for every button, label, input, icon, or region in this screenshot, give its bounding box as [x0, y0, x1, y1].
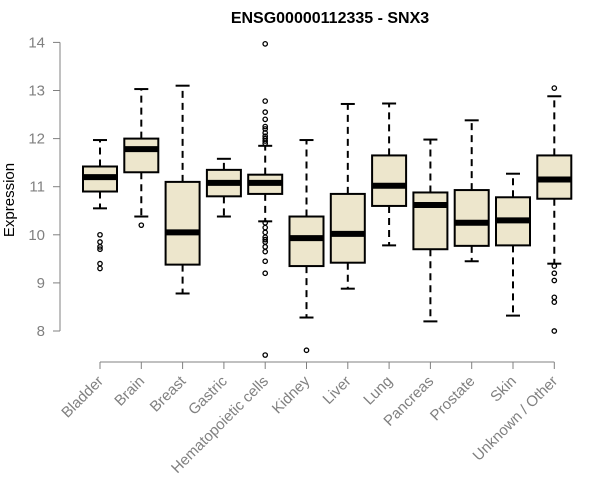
- outlier-point: [551, 294, 558, 301]
- outlier-point: [262, 248, 269, 255]
- y-tick-label: 8: [37, 323, 45, 340]
- x-tick-label: Prostate: [427, 373, 479, 425]
- outlier-point: [97, 231, 103, 238]
- y-tick-label: 13: [28, 83, 45, 100]
- outlier-point: [551, 85, 558, 91]
- x-tick-label: Brain: [111, 373, 148, 410]
- chart-title: ENSG00000112335 - SNX3: [231, 10, 429, 27]
- box-iqr: [123, 137, 160, 174]
- y-axis-label: Expression: [1, 163, 18, 237]
- x-tick-label: Skin: [487, 373, 520, 406]
- outlier-point: [138, 222, 145, 229]
- box-iqr: [412, 191, 449, 251]
- outlier-point: [97, 265, 103, 272]
- y-tick-label: 9: [37, 275, 45, 292]
- outlier-point: [262, 123, 269, 130]
- box-group: [288, 139, 325, 354]
- box-group: [371, 102, 408, 247]
- box-group: [82, 139, 118, 272]
- y-tick-label: 12: [28, 131, 45, 148]
- outlier-point: [551, 299, 558, 305]
- outlier-point: [262, 224, 269, 231]
- y-tick-label: 10: [28, 227, 45, 244]
- boxes-layer: [82, 40, 573, 358]
- box-iqr: [288, 215, 325, 268]
- box-group: [453, 119, 490, 263]
- box-iqr: [329, 192, 366, 264]
- box-group: [329, 102, 366, 290]
- y-tick-label: 11: [29, 179, 45, 196]
- outlier-point: [262, 116, 269, 123]
- outlier-point: [551, 270, 558, 277]
- x-tick-label: Breast: [147, 372, 190, 415]
- y-axis: 8 9 10 11 12 13 14: [28, 34, 61, 340]
- outlier-point: [551, 277, 558, 284]
- outlier-point: [262, 352, 269, 358]
- outlier-point: [551, 263, 558, 269]
- outlier-point: [97, 243, 103, 250]
- outlier-point: [262, 270, 269, 277]
- x-tick-label: Bladder: [58, 373, 107, 422]
- outlier-point: [262, 243, 269, 250]
- outlier-point: [262, 258, 269, 265]
- outlier-point: [97, 260, 103, 267]
- box-group: [247, 40, 284, 358]
- box-iqr: [371, 154, 408, 207]
- outlier-point: [262, 109, 269, 115]
- outlier-point: [262, 138, 269, 144]
- box-group: [412, 138, 449, 323]
- box-group: [205, 157, 242, 218]
- outlier-point: [262, 40, 269, 47]
- outlier-point: [262, 236, 269, 243]
- box-group: [123, 88, 160, 229]
- x-tick-label: Kidney: [269, 372, 314, 417]
- outlier-point: [303, 347, 310, 354]
- outlier-point: [97, 239, 103, 245]
- box-group: [164, 84, 201, 295]
- x-tick-label: Lung: [360, 373, 396, 409]
- outlier-point: [262, 129, 269, 136]
- outlier-point: [262, 229, 269, 236]
- y-tick-label: 14: [28, 34, 45, 51]
- box-group: [495, 172, 531, 317]
- x-tick-label: Liver: [320, 373, 355, 408]
- box-group: [536, 85, 573, 334]
- box-iqr: [164, 180, 201, 266]
- outlier-point: [97, 246, 103, 253]
- outlier-point: [262, 140, 269, 147]
- outlier-point: [551, 328, 558, 334]
- box-iqr: [453, 189, 490, 247]
- outlier-point: [262, 98, 269, 104]
